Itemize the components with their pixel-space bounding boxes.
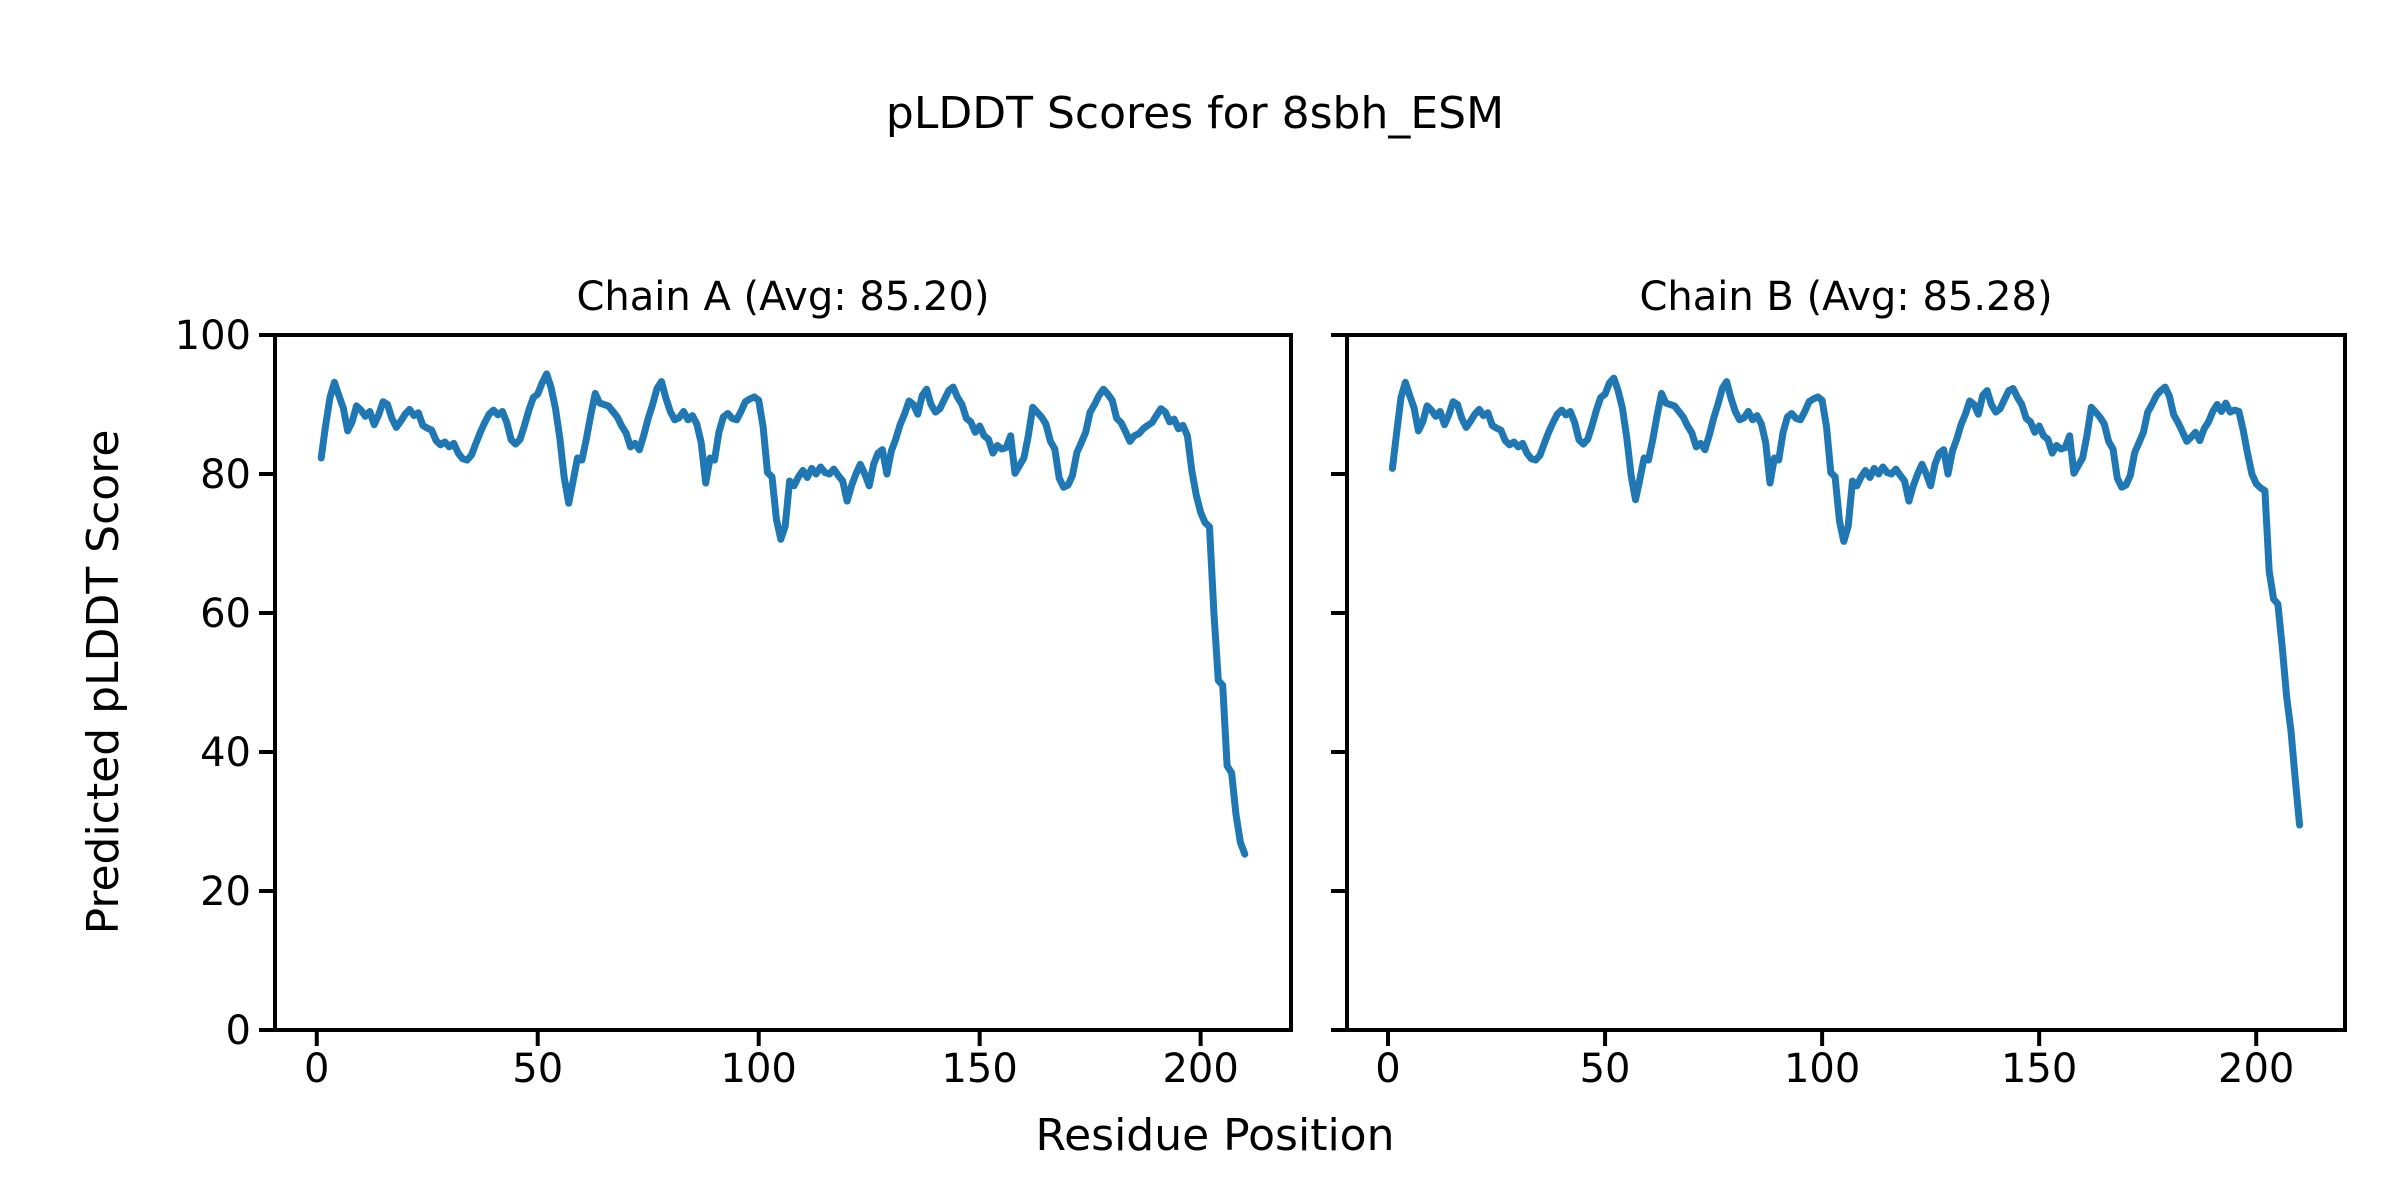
axes-frame xyxy=(1345,333,2347,1032)
subplot-chain-a: 0 50 100 150 200 0 20 40 60 80 100 xyxy=(175,313,1293,1092)
x-axis-label: Residue Position xyxy=(1035,1110,1394,1161)
x-tick-label: 200 xyxy=(2218,1046,2294,1092)
y-tick-label: 20 xyxy=(200,869,251,915)
y-tick-label: 100 xyxy=(175,313,251,359)
subplot-chain-b: 0 50 100 150 200 xyxy=(1331,333,2347,1092)
x-tick-label: 50 xyxy=(512,1046,563,1092)
y-tick-label: 80 xyxy=(200,452,251,498)
x-tick-label: 100 xyxy=(1784,1046,1860,1092)
chain-a-title: Chain A (Avg: 85.20) xyxy=(576,274,989,320)
chain-a-line xyxy=(317,370,1249,858)
x-tick-label: 200 xyxy=(1162,1046,1238,1092)
y-tick-label: 0 xyxy=(226,1008,251,1054)
x-tick-label: 150 xyxy=(2001,1046,2077,1092)
axes-frame xyxy=(273,333,1293,1032)
x-tick-label: 0 xyxy=(304,1046,329,1092)
chain-b-title: Chain B (Avg: 85.28) xyxy=(1639,274,2052,320)
y-axis-label: Predicted pLDDT Score xyxy=(78,430,129,935)
axes-layer: 0 50 100 150 200 0 20 40 60 80 100 0 50 100 150 200 xyxy=(175,313,2347,1092)
x-tick-label: 100 xyxy=(721,1046,797,1092)
y-tick-label: 60 xyxy=(200,591,251,637)
x-tick-label: 0 xyxy=(1375,1046,1400,1092)
y-tick-label: 40 xyxy=(200,730,251,776)
figure-title: pLDDT Scores for 8sbh_ESM xyxy=(886,88,1504,139)
x-tick-label: 50 xyxy=(1580,1046,1631,1092)
x-tick-label: 150 xyxy=(941,1046,1017,1092)
chain-b-line xyxy=(1388,374,2304,829)
